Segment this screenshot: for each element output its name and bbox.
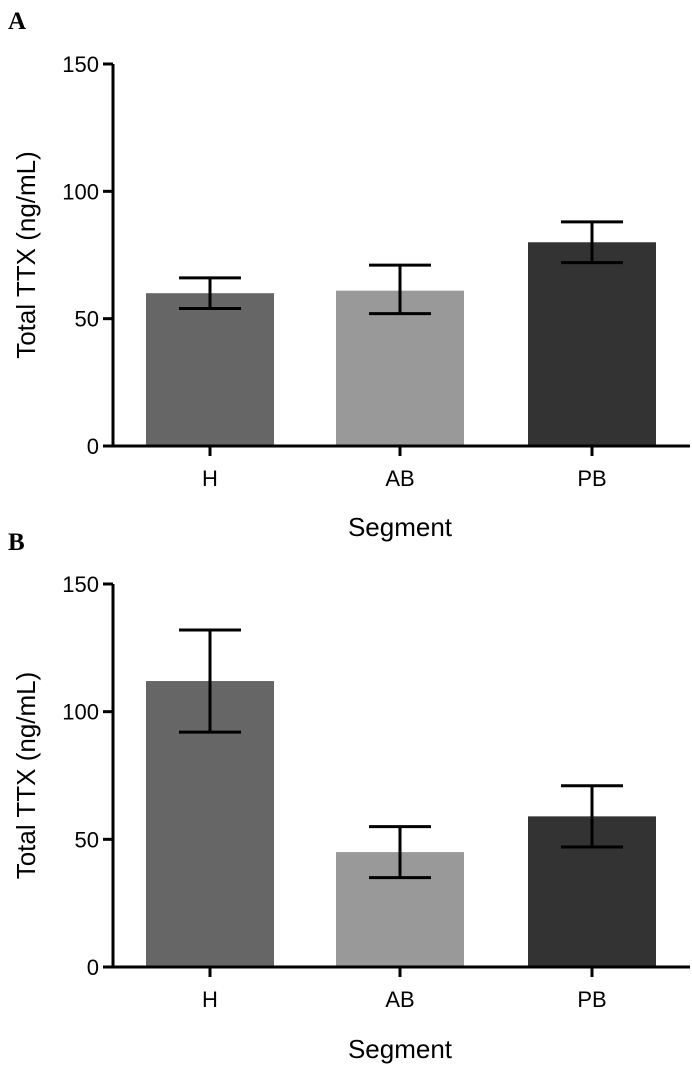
bar-pb (528, 242, 656, 446)
bar-h (146, 293, 274, 446)
y-axis-title: Total TTX (ng/mL) (11, 151, 41, 359)
error-bar-h (179, 276, 241, 310)
y-tick-label-150: 150 (62, 52, 99, 77)
y-tick-label-100: 100 (62, 700, 99, 725)
y-tick-label-0: 0 (87, 955, 99, 980)
y-tick-label-0: 0 (87, 434, 99, 459)
x-tick-label-ab: AB (385, 466, 414, 491)
x-axis-title: Segment (348, 512, 453, 542)
x-tick-label-h: H (202, 987, 218, 1012)
error-bar-pb (561, 784, 623, 849)
y-tick-label-50: 50 (75, 307, 99, 332)
x-tick-label-pb: PB (577, 466, 606, 491)
panel-a-label: A (8, 8, 26, 35)
panel-b-label: B (8, 529, 25, 556)
x-tick-label-ab: AB (385, 987, 414, 1012)
panel-a: A 0 50 100 150 H AB PB Segment Total TTX (ng/mL) (8, 8, 690, 542)
x-tick-label-h: H (202, 466, 218, 491)
panel-b: B 0 50 100 150 H AB PB Segment Total TTX (ng/mL) (8, 529, 690, 1064)
error-bar-h (179, 628, 241, 734)
error-bar-ab (369, 825, 431, 880)
x-axis-title: Segment (348, 1034, 453, 1064)
y-axis-title: Total TTX (ng/mL) (11, 672, 41, 880)
y-tick-label-50: 50 (75, 827, 99, 852)
error-bar-pb (561, 220, 623, 265)
y-tick-label-150: 150 (62, 572, 99, 597)
x-tick-label-pb: PB (577, 987, 606, 1012)
y-tick-label-100: 100 (62, 179, 99, 204)
bar-ab (336, 290, 464, 446)
error-bar-ab (369, 263, 431, 316)
